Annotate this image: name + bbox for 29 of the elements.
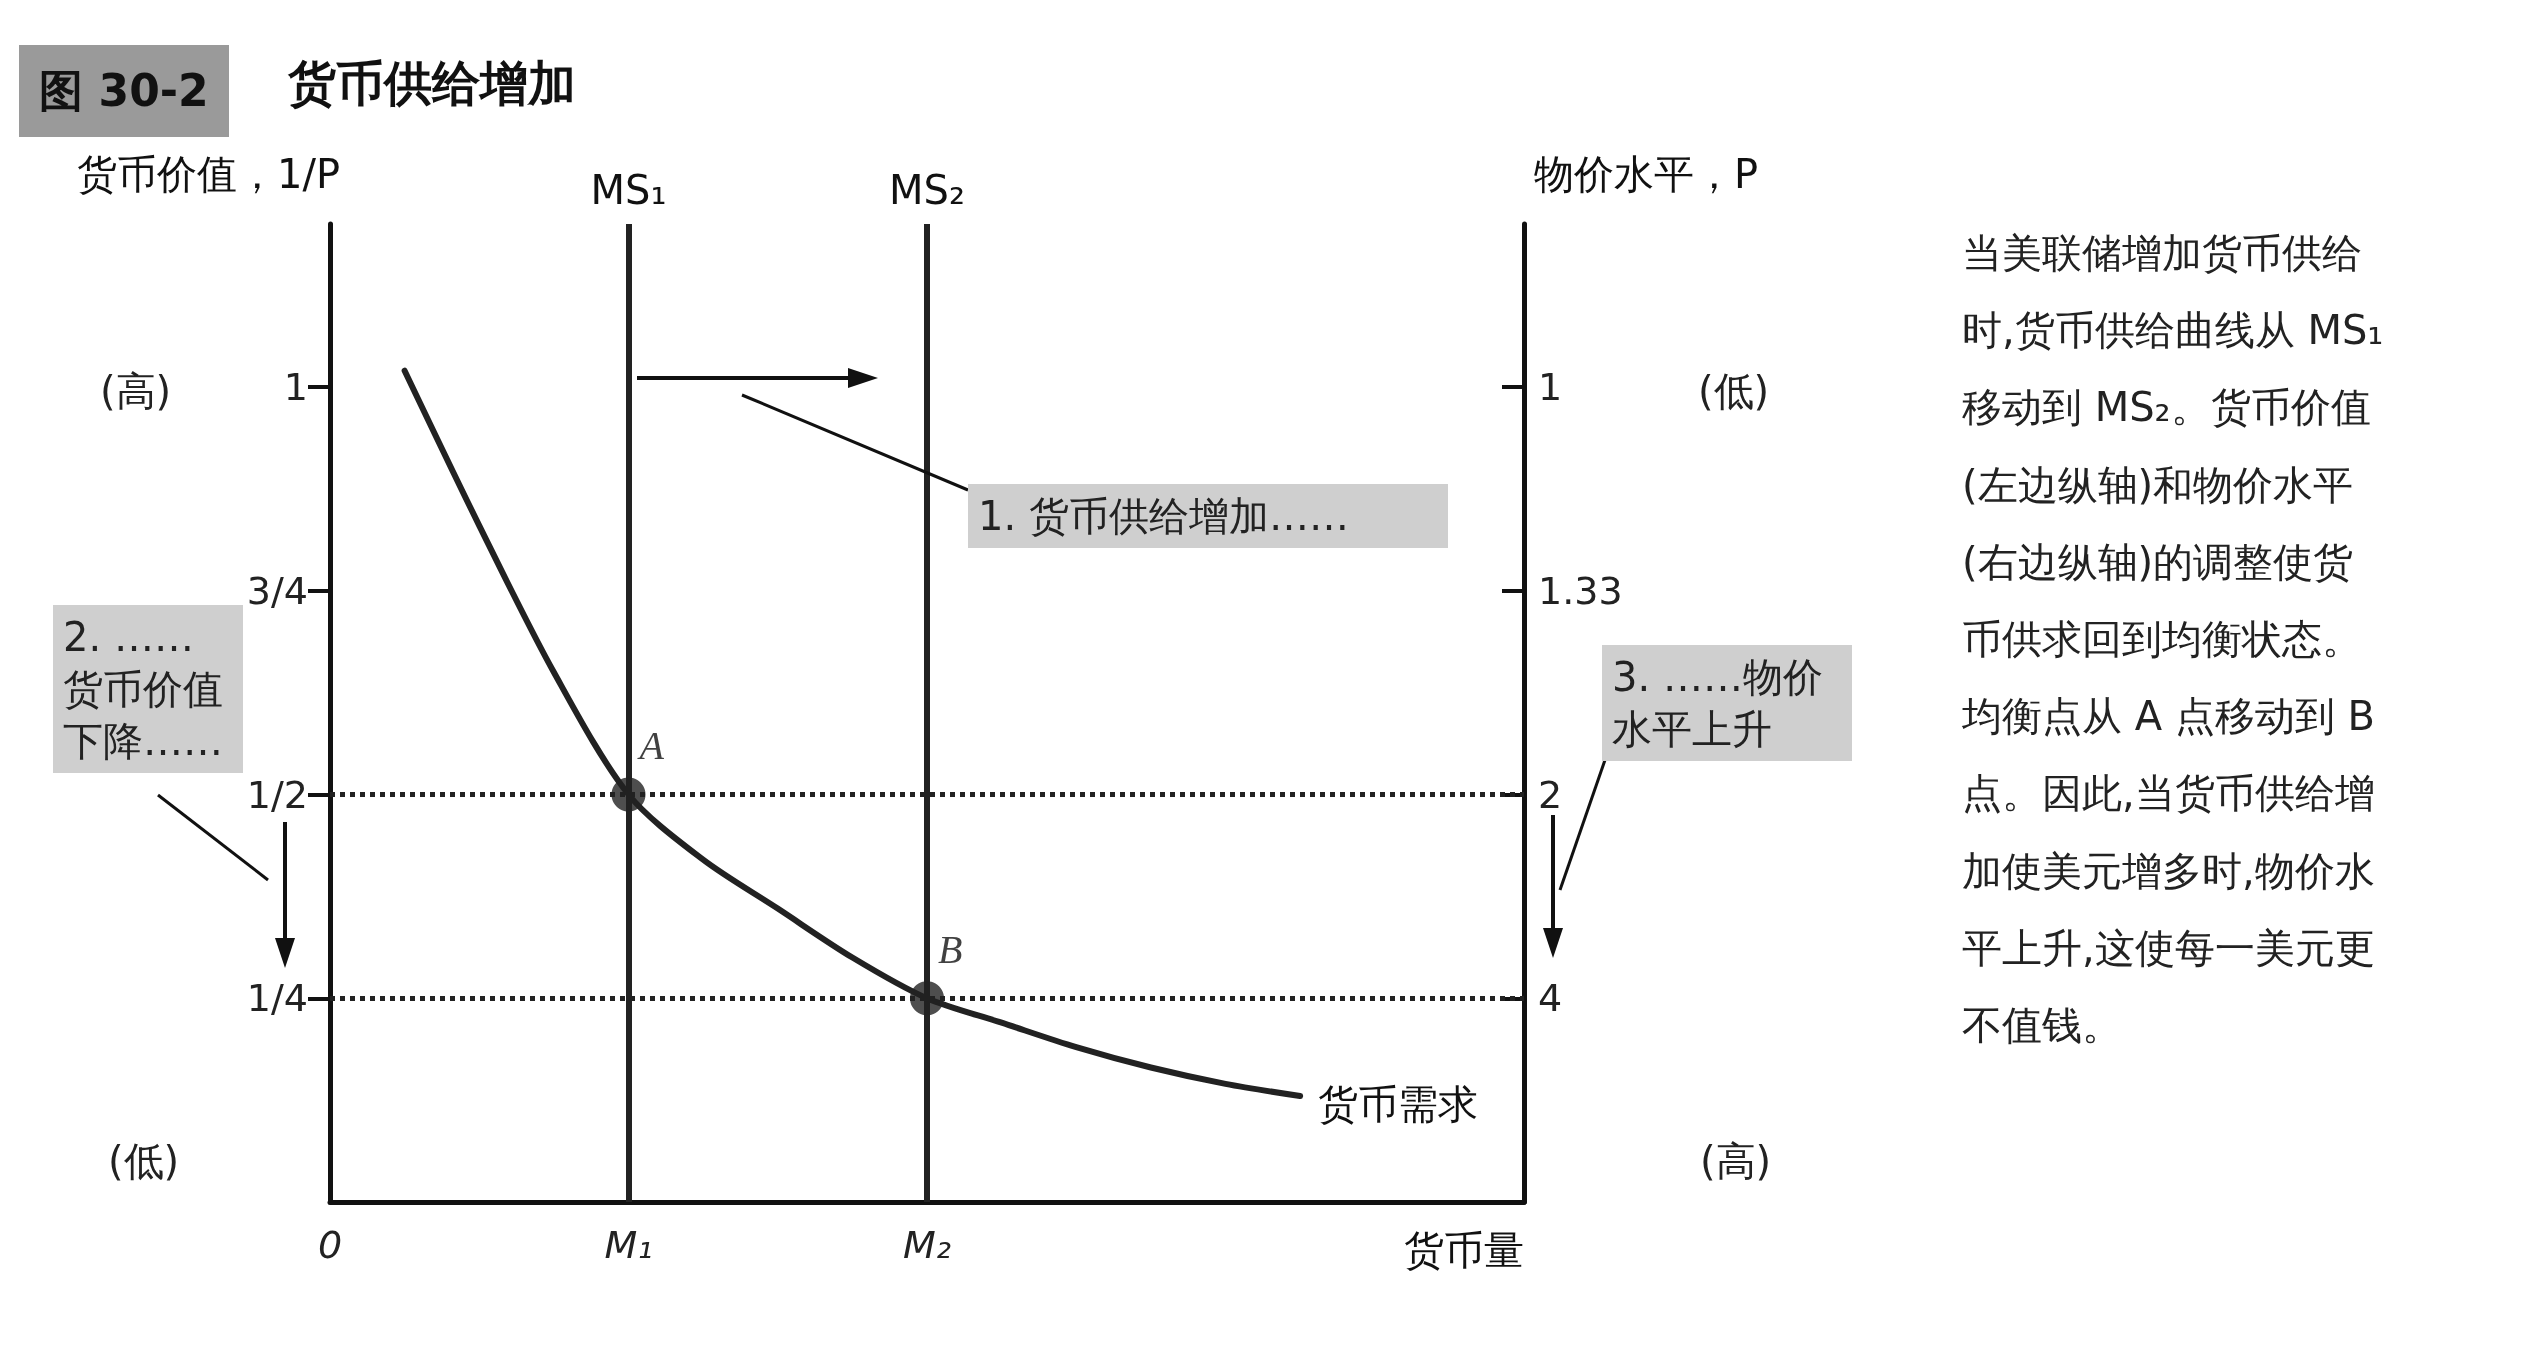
data-label: B (938, 926, 963, 972)
text: 4 (1538, 976, 1563, 1021)
text: 2. ……货币价值下降…… (53, 605, 243, 773)
y-tick-label: 1 (283, 365, 308, 409)
text: 2 (1538, 772, 1563, 817)
annotation: 1. 货币供给增加…… (968, 484, 1448, 548)
text: (高) (100, 367, 172, 416)
y-tick-label: 1/4 (246, 976, 308, 1021)
y-axis-title: 货币价值，1/P (76, 151, 340, 197)
x-tick-label: 0 (317, 1223, 343, 1267)
y2-axis-title: 物价水平，P (1534, 151, 1759, 197)
x-axis-title: 货币量 (1404, 1227, 1524, 1273)
text: (低) (108, 1137, 180, 1186)
chart-subtitle: 货币供给增加 (288, 54, 576, 113)
series-label: 货币需求 (1318, 1081, 1479, 1128)
chart-title: 图 30-2 (19, 45, 229, 137)
text: 1 (1538, 365, 1563, 409)
ref-line-label: MS₁ (590, 167, 667, 213)
data-label: A (636, 723, 665, 768)
text: 3. ……物价水平上升 (1602, 645, 1852, 761)
x-tick-label: M₂ (902, 1223, 952, 1267)
y-tick-label: 1/2 (246, 772, 308, 817)
x-tick-label: M₁ (604, 1223, 653, 1267)
ref-line-label: MS₂ (889, 167, 965, 213)
y-tick-label: 3/4 (246, 568, 308, 613)
text: (高) (1700, 1137, 1772, 1186)
text: (低) (1698, 367, 1770, 416)
text: 当美联储增加货币供给时,货币供给曲线从 MS₁ 移动到 MS₂。货币价值(左边纵轴)和物价水平(右边纵轴)的调整使货币供求回到均衡状态。均衡点从 A 点移动到 B 点。因此,当货币供给增加使美元增多时,物价水平上升,这使每一美元更不值钱。 (1962, 230, 2384, 1048)
text: 1.33 (1538, 568, 1623, 613)
